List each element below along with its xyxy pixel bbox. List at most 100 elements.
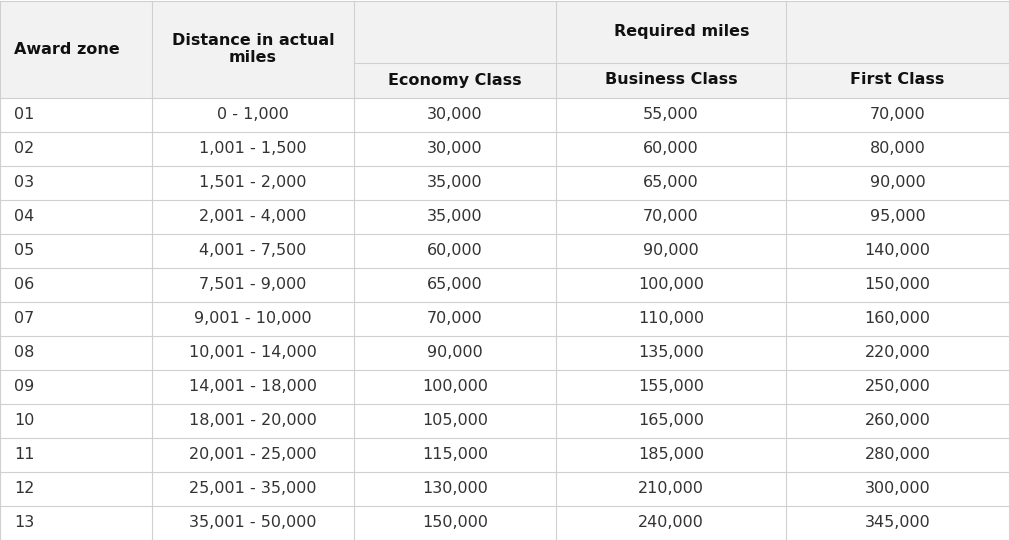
Bar (152, 98, 354, 132)
Text: 260,000: 260,000 (865, 413, 930, 428)
Bar (152, 165, 354, 199)
Text: 100,000: 100,000 (422, 379, 488, 394)
Bar (152, 335, 354, 369)
Bar (786, 301, 1009, 335)
Bar (556, 63, 786, 98)
Bar (0, 505, 152, 539)
Bar (354, 132, 556, 165)
Text: 210,000: 210,000 (638, 481, 704, 496)
Text: 115,000: 115,000 (422, 447, 488, 462)
Bar (0, 267, 152, 301)
Text: 150,000: 150,000 (865, 277, 930, 292)
Text: 02: 02 (14, 141, 34, 156)
Text: 165,000: 165,000 (638, 413, 704, 428)
Bar (0, 335, 152, 369)
Bar (354, 98, 556, 132)
Text: First Class: First Class (851, 72, 944, 87)
Text: Award zone: Award zone (14, 42, 120, 57)
Text: 10,001 - 14,000: 10,001 - 14,000 (189, 345, 317, 360)
Text: 05: 05 (14, 243, 34, 258)
Bar (786, 437, 1009, 471)
Bar (0, 132, 152, 165)
Bar (0, 437, 152, 471)
Text: 300,000: 300,000 (865, 481, 930, 496)
Text: Required miles: Required miles (613, 24, 750, 39)
Bar (152, 1, 354, 98)
Bar (0, 403, 152, 437)
Text: 20,001 - 25,000: 20,001 - 25,000 (190, 447, 317, 462)
Text: 14,001 - 18,000: 14,001 - 18,000 (189, 379, 317, 394)
Bar (556, 369, 786, 403)
Bar (556, 199, 786, 233)
Bar (786, 132, 1009, 165)
Text: 12: 12 (14, 481, 34, 496)
Text: 04: 04 (14, 209, 34, 224)
Text: 240,000: 240,000 (638, 515, 704, 530)
Bar (354, 403, 556, 437)
Bar (786, 471, 1009, 505)
Text: 01: 01 (14, 107, 34, 122)
Text: 160,000: 160,000 (865, 311, 930, 326)
Text: 70,000: 70,000 (643, 209, 699, 224)
Text: Distance in actual
miles: Distance in actual miles (172, 33, 334, 65)
Bar (786, 335, 1009, 369)
Bar (556, 233, 786, 267)
Bar (152, 505, 354, 539)
Text: 150,000: 150,000 (422, 515, 488, 530)
Bar (152, 132, 354, 165)
Bar (152, 267, 354, 301)
Bar (786, 63, 1009, 98)
Bar (354, 165, 556, 199)
Text: 30,000: 30,000 (427, 107, 483, 122)
Text: 110,000: 110,000 (638, 311, 704, 326)
Bar (556, 267, 786, 301)
Text: 08: 08 (14, 345, 34, 360)
Bar (152, 233, 354, 267)
Bar (786, 369, 1009, 403)
Text: 345,000: 345,000 (865, 515, 930, 530)
Bar (786, 98, 1009, 132)
Bar (786, 199, 1009, 233)
Bar (556, 165, 786, 199)
Bar (354, 233, 556, 267)
Bar (354, 369, 556, 403)
Bar (0, 1, 152, 98)
Bar (354, 1, 1009, 63)
Bar (152, 301, 354, 335)
Bar (556, 132, 786, 165)
Bar (152, 403, 354, 437)
Text: 70,000: 70,000 (870, 107, 925, 122)
Text: 30,000: 30,000 (427, 141, 483, 156)
Text: 60,000: 60,000 (643, 141, 699, 156)
Text: 18,001 - 20,000: 18,001 - 20,000 (189, 413, 317, 428)
Bar (354, 199, 556, 233)
Text: 155,000: 155,000 (638, 379, 704, 394)
Bar (786, 403, 1009, 437)
Text: 10: 10 (14, 413, 34, 428)
Text: 2,001 - 4,000: 2,001 - 4,000 (200, 209, 307, 224)
Bar (152, 199, 354, 233)
Text: 35,001 - 50,000: 35,001 - 50,000 (190, 515, 317, 530)
Text: 95,000: 95,000 (870, 209, 925, 224)
Text: 55,000: 55,000 (643, 107, 699, 122)
Text: 0 - 1,000: 0 - 1,000 (217, 107, 289, 122)
Text: 25,001 - 35,000: 25,001 - 35,000 (190, 481, 317, 496)
Text: 35,000: 35,000 (427, 209, 483, 224)
Bar (786, 267, 1009, 301)
Bar (556, 335, 786, 369)
Text: 185,000: 185,000 (638, 447, 704, 462)
Bar (556, 505, 786, 539)
Bar (0, 165, 152, 199)
Text: 135,000: 135,000 (638, 345, 704, 360)
Bar (152, 369, 354, 403)
Text: 65,000: 65,000 (427, 277, 483, 292)
Bar (152, 471, 354, 505)
Bar (354, 63, 556, 98)
Bar (786, 505, 1009, 539)
Text: 220,000: 220,000 (865, 345, 930, 360)
Text: 06: 06 (14, 277, 34, 292)
Bar (786, 233, 1009, 267)
Text: 60,000: 60,000 (427, 243, 483, 258)
Text: 4,001 - 7,500: 4,001 - 7,500 (200, 243, 307, 258)
Bar (354, 437, 556, 471)
